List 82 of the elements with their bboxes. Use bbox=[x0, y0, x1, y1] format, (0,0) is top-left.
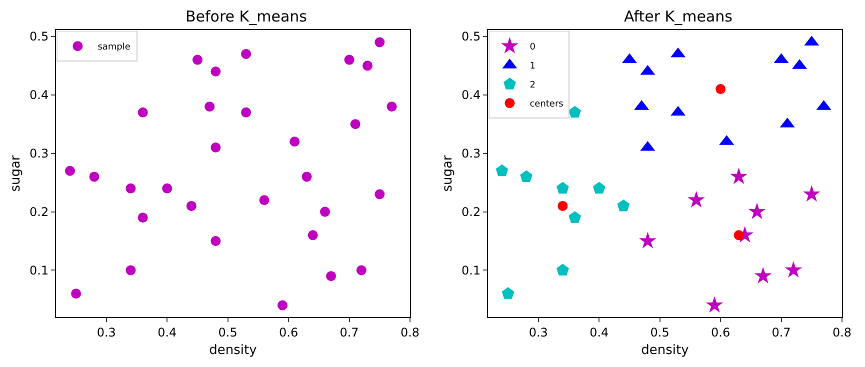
point bbox=[754, 266, 772, 284]
point bbox=[290, 136, 300, 147]
point bbox=[568, 211, 582, 223]
point bbox=[356, 265, 366, 276]
point bbox=[138, 212, 148, 223]
x-tick-label: 0.8 bbox=[400, 325, 420, 340]
point bbox=[320, 206, 330, 217]
y-axis-title: sugar bbox=[440, 154, 456, 192]
point bbox=[502, 287, 514, 299]
y-tick-label: 0.5 bbox=[462, 30, 481, 44]
point bbox=[556, 264, 569, 276]
y-tick-label: 0.1 bbox=[462, 263, 481, 278]
x-axis-title: density bbox=[209, 343, 258, 358]
x-tick-label: 0.6 bbox=[711, 325, 730, 340]
y-tick-label: 0.3 bbox=[30, 146, 49, 161]
legend-label: sample bbox=[98, 42, 131, 53]
point bbox=[71, 288, 82, 299]
point bbox=[639, 232, 656, 248]
point bbox=[204, 102, 215, 112]
y-tick-label: 0.2 bbox=[462, 204, 481, 219]
point bbox=[126, 183, 136, 194]
legend-label: 1 bbox=[530, 62, 536, 72]
point bbox=[592, 182, 606, 194]
chart-title: After K_means bbox=[624, 8, 733, 26]
point bbox=[568, 106, 582, 118]
point bbox=[259, 195, 270, 206]
point bbox=[374, 37, 385, 48]
point bbox=[210, 66, 221, 76]
x-tick-label: 0.6 bbox=[279, 325, 298, 340]
x-tick-label: 0.8 bbox=[832, 325, 852, 340]
x-tick-label: 0.5 bbox=[650, 325, 670, 340]
point bbox=[89, 172, 100, 182]
point bbox=[241, 48, 252, 59]
point bbox=[277, 300, 288, 310]
point bbox=[706, 296, 724, 313]
point bbox=[558, 200, 568, 211]
point bbox=[186, 200, 196, 211]
point bbox=[520, 170, 532, 182]
point bbox=[556, 182, 569, 194]
y-tick-label: 0.5 bbox=[30, 30, 49, 44]
legend-label: 0 bbox=[530, 42, 536, 53]
point bbox=[210, 236, 221, 246]
point bbox=[162, 183, 172, 194]
chart-title: Before K_means bbox=[185, 8, 308, 26]
point bbox=[344, 54, 354, 65]
point bbox=[192, 54, 202, 65]
x-tick-label: 0.4 bbox=[590, 325, 609, 340]
x-tick-label: 0.3 bbox=[528, 325, 548, 340]
y-tick-label: 0.3 bbox=[462, 146, 481, 161]
point bbox=[241, 107, 252, 118]
point bbox=[374, 189, 385, 200]
legend-label: 2 bbox=[530, 80, 536, 91]
x-axis-title: density bbox=[641, 343, 690, 358]
x-tick-label: 0.3 bbox=[96, 325, 116, 340]
point bbox=[734, 230, 744, 240]
point bbox=[617, 199, 630, 212]
point bbox=[802, 185, 820, 202]
point bbox=[350, 119, 360, 130]
point bbox=[64, 166, 75, 176]
point bbox=[138, 107, 148, 118]
point bbox=[210, 142, 221, 152]
x-tick-label: 0.5 bbox=[218, 325, 238, 340]
point bbox=[302, 172, 312, 182]
y-tick-label: 0.2 bbox=[30, 204, 49, 219]
point bbox=[730, 168, 748, 184]
y-axis-title: sugar bbox=[8, 154, 24, 192]
y-tick-label: 0.4 bbox=[462, 88, 481, 102]
x-tick-label: 0.4 bbox=[158, 325, 177, 340]
x-tick-label: 0.7 bbox=[772, 325, 791, 340]
point bbox=[688, 191, 705, 208]
point bbox=[386, 102, 397, 112]
point bbox=[748, 202, 766, 220]
y-tick-label: 0.4 bbox=[30, 88, 49, 102]
point bbox=[308, 230, 318, 240]
point bbox=[362, 60, 372, 71]
point bbox=[784, 261, 802, 278]
y-tick-label: 0.1 bbox=[30, 263, 49, 278]
x-tick-label: 0.7 bbox=[340, 325, 359, 340]
point bbox=[326, 271, 336, 282]
legend-label: centers bbox=[530, 100, 564, 110]
point bbox=[496, 164, 508, 176]
point bbox=[126, 265, 136, 276]
